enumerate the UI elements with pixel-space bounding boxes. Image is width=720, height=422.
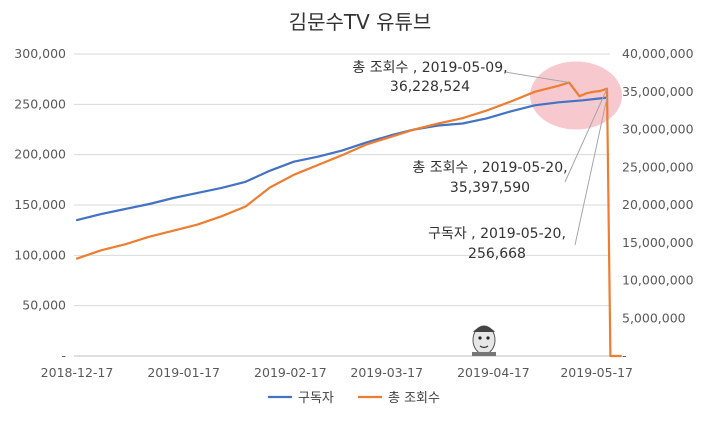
annotation-label: 총 조회수 , 2019-05-09, [352, 60, 507, 76]
annotation-value: 35,397,590 [450, 180, 530, 196]
y-right-tick-label: 20,000,000 [622, 197, 694, 212]
highlight-ellipse [530, 61, 623, 130]
legend-label: 구독자 [298, 391, 334, 406]
y-right-tick-label: 10,000,000 [622, 273, 694, 288]
series-line-2 [75, 81, 622, 358]
y-right-tick-label: 30,000,000 [622, 122, 694, 137]
y-left-tick-label: - [61, 348, 66, 363]
x-tick-label: 2019-04-17 [457, 365, 530, 380]
chart-title: 김문수TV 유튜브 [289, 10, 432, 34]
legend-label: 총 조회수 [388, 391, 440, 406]
y-right-tick-label: 35,000,000 [622, 84, 694, 99]
annotation-leader-line [504, 71, 570, 83]
annotation-leader-line [564, 88, 608, 183]
annotation-value: 256,668 [468, 246, 526, 262]
y-right-tick-label: 15,000,000 [622, 235, 694, 250]
x-tick-label: 2019-02-17 [254, 365, 327, 380]
y-left-tick-label: 250,000 [14, 96, 66, 111]
y-left-tick-label: 100,000 [14, 247, 66, 262]
annotation-label: 총 조회수 , 2019-05-20, [412, 160, 567, 176]
annotation-leader-line [574, 97, 608, 246]
annotation-value: 36,228,524 [390, 79, 470, 95]
y-right-tick-label: 5,000,000 [622, 310, 686, 325]
x-tick-label: 2019-05-17 [560, 365, 633, 380]
person-caricature-icon [472, 325, 496, 356]
y-left-tick-label: 50,000 [22, 298, 66, 313]
y-right-tick-label: - [622, 348, 627, 363]
x-tick-label: 2019-01-17 [147, 365, 220, 380]
x-tick-label: 2019-03-17 [350, 365, 423, 380]
x-tick-label: 2018-12-17 [41, 365, 114, 380]
y-left-tick-label: 200,000 [14, 147, 66, 162]
y-right-tick-label: 25,000,000 [622, 159, 694, 174]
annotation-label: 구독자 , 2019-05-20, [428, 226, 566, 242]
y-left-tick-label: 150,000 [14, 197, 66, 212]
y-left-tick-label: 300,000 [14, 46, 66, 61]
y-right-tick-label: 40,000,000 [622, 46, 694, 61]
series-line-1 [75, 96, 609, 222]
